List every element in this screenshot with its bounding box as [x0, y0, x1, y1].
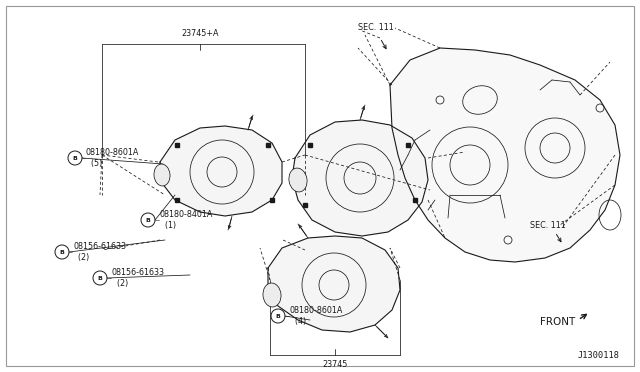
Text: FRONT: FRONT — [540, 317, 575, 327]
Text: 08180-8601A
  (4): 08180-8601A (4) — [290, 306, 344, 326]
Text: B: B — [97, 276, 102, 280]
Text: 08180-8401A
  (1): 08180-8401A (1) — [160, 210, 213, 230]
Text: 08180-8601A
  (5): 08180-8601A (5) — [86, 148, 140, 168]
Text: J1300118: J1300118 — [578, 351, 620, 360]
Text: 23745+A: 23745+A — [181, 29, 219, 38]
Polygon shape — [268, 236, 400, 332]
Polygon shape — [292, 120, 428, 236]
Text: B: B — [72, 155, 77, 160]
Text: SEC. 111: SEC. 111 — [358, 22, 394, 32]
Ellipse shape — [289, 168, 307, 192]
Text: B: B — [60, 250, 65, 254]
Text: SEC. 111: SEC. 111 — [530, 221, 566, 230]
Ellipse shape — [263, 283, 281, 307]
Ellipse shape — [154, 164, 170, 186]
Polygon shape — [390, 48, 620, 262]
Text: B: B — [145, 218, 150, 222]
Text: 08156-61633
  (2): 08156-61633 (2) — [112, 268, 165, 288]
Polygon shape — [160, 126, 282, 216]
Text: 08156-61633
  (2): 08156-61633 (2) — [73, 242, 126, 262]
Text: B: B — [276, 314, 280, 318]
Text: 23745: 23745 — [323, 360, 348, 369]
